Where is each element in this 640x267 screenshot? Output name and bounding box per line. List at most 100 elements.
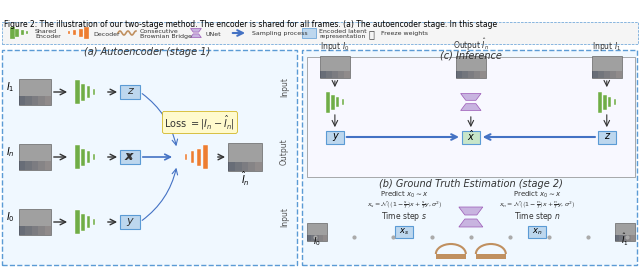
Text: x: x — [125, 150, 133, 163]
Bar — [19, 226, 26, 235]
Text: Input: Input — [280, 77, 289, 97]
Text: Input $I_0$: Input $I_0$ — [320, 40, 349, 53]
Bar — [32, 226, 38, 235]
Bar — [248, 162, 255, 171]
Bar — [120, 150, 140, 164]
Bar — [610, 71, 616, 78]
Bar — [10, 27, 15, 39]
Bar — [603, 95, 607, 109]
Text: Input: Input — [280, 207, 289, 227]
Bar — [337, 97, 339, 107]
Bar — [598, 92, 602, 112]
Text: Decoder: Decoder — [93, 32, 120, 37]
FancyBboxPatch shape — [2, 50, 297, 265]
Text: $x_s$: $x_s$ — [399, 227, 410, 237]
FancyBboxPatch shape — [19, 144, 51, 170]
FancyBboxPatch shape — [456, 56, 486, 78]
Bar — [38, 226, 45, 235]
Bar — [315, 235, 319, 241]
Bar — [342, 99, 344, 105]
FancyBboxPatch shape — [592, 56, 622, 78]
Bar — [332, 71, 338, 78]
Bar — [241, 162, 248, 171]
Bar — [120, 215, 140, 229]
Bar — [476, 254, 506, 259]
Text: Output: Output — [280, 139, 289, 165]
Text: Predict $x_0 \sim x$: Predict $x_0 \sim x$ — [380, 190, 429, 200]
Text: $x_n$: $x_n$ — [532, 227, 543, 237]
Bar — [456, 71, 462, 78]
Bar — [598, 71, 604, 78]
Text: $\hat{I}_n$: $\hat{I}_n$ — [241, 170, 250, 188]
Bar — [32, 161, 38, 170]
Text: Encoded latent
representation: Encoded latent representation — [319, 29, 367, 40]
Bar — [68, 31, 70, 34]
Text: (c) Inference: (c) Inference — [440, 51, 502, 61]
Bar — [338, 71, 344, 78]
Bar — [326, 131, 344, 143]
Polygon shape — [459, 207, 483, 215]
Bar — [255, 162, 262, 171]
Text: UNet: UNet — [206, 32, 221, 37]
Text: Figure 2: The illustration of our two-stage method. The encoder is shared for al: Figure 2: The illustration of our two-st… — [4, 20, 497, 29]
Bar — [81, 84, 85, 100]
Bar — [38, 161, 45, 170]
Bar — [228, 162, 235, 171]
Text: x: x — [127, 151, 133, 161]
Bar — [81, 214, 85, 230]
Bar — [86, 216, 90, 228]
Bar — [604, 71, 610, 78]
Polygon shape — [191, 34, 202, 37]
Bar — [120, 85, 140, 99]
Bar — [75, 80, 80, 104]
Bar — [323, 235, 327, 241]
Bar — [592, 71, 598, 78]
Bar — [627, 235, 631, 241]
Bar — [619, 235, 623, 241]
Text: Sampling process: Sampling process — [252, 32, 308, 37]
Bar — [86, 86, 90, 98]
Text: (a) Autoencoder (stage 1): (a) Autoencoder (stage 1) — [84, 47, 211, 57]
Bar — [468, 71, 474, 78]
Text: Input $I_1$: Input $I_1$ — [592, 40, 621, 53]
Bar — [81, 148, 85, 166]
Bar — [38, 96, 45, 105]
Bar — [32, 96, 38, 105]
Bar — [93, 219, 95, 225]
Bar — [598, 131, 616, 143]
Bar — [203, 145, 207, 169]
Text: $x_s = \mathcal{N}\left(\left(1-\frac{s}{T}\right)x + \frac{s}{T}y, \sigma^2\rig: $x_s = \mathcal{N}\left(\left(1-\frac{s}… — [367, 200, 442, 211]
Text: 🔒: 🔒 — [369, 29, 375, 39]
Bar — [631, 235, 635, 241]
Bar — [15, 29, 19, 37]
Text: Shared
Encoder: Shared Encoder — [35, 29, 61, 40]
Bar — [26, 226, 32, 235]
Bar — [26, 96, 32, 105]
Bar — [45, 161, 51, 170]
Bar — [480, 71, 486, 78]
Text: $I_0$: $I_0$ — [313, 236, 321, 249]
Bar — [608, 97, 611, 107]
Bar — [436, 254, 466, 259]
Text: Output $\hat{I}_n$: Output $\hat{I}_n$ — [452, 37, 489, 53]
Bar — [307, 235, 311, 241]
Text: y: y — [332, 131, 338, 141]
Polygon shape — [461, 93, 481, 100]
Text: z: z — [127, 86, 133, 96]
Bar — [21, 30, 24, 35]
Bar — [19, 96, 26, 105]
Text: (b) Ground Truth Estimation (stage 2): (b) Ground Truth Estimation (stage 2) — [379, 179, 563, 189]
Polygon shape — [459, 219, 483, 227]
Bar — [614, 99, 616, 105]
Text: $\hat{x}$: $\hat{x}$ — [467, 129, 475, 143]
Bar — [185, 154, 188, 160]
FancyBboxPatch shape — [307, 223, 327, 241]
Bar — [396, 226, 413, 238]
Bar — [311, 235, 315, 241]
Text: Time step $n$: Time step $n$ — [514, 210, 561, 223]
FancyBboxPatch shape — [307, 57, 635, 177]
Text: $I_n$: $I_n$ — [6, 145, 15, 159]
Text: $I_0$: $I_0$ — [6, 210, 15, 224]
Bar — [2, 22, 638, 44]
Text: Time step $s$: Time step $s$ — [381, 210, 428, 223]
